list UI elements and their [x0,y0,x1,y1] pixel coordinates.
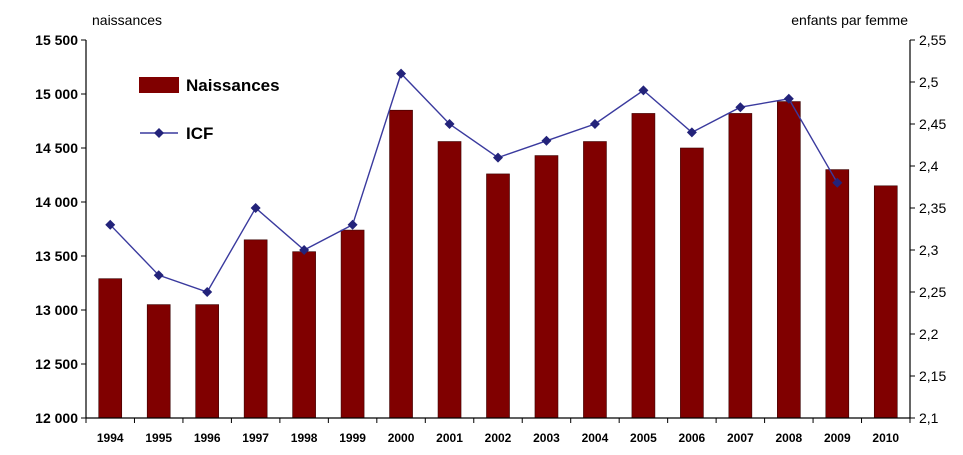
x-tick-label: 1996 [194,431,221,445]
right-tick-label: 2,3 [919,242,939,258]
bar-naissances [486,173,510,419]
bar-naissances [873,185,898,419]
left-tick-label: 13 000 [35,302,78,318]
left-tick-label: 14 000 [35,194,78,210]
x-tick-label: 2009 [824,431,851,445]
bar-naissances [98,278,123,419]
x-tick-label: 2005 [630,431,657,445]
right-tick-label: 2,25 [919,284,946,300]
series-line-icf [109,72,838,293]
left-tick-label: 15 000 [35,86,78,102]
point-icf [783,93,794,104]
right-tick-label: 2,4 [919,158,939,174]
bar-naissances [825,169,850,419]
x-tick-label: 2010 [872,431,899,445]
x-tick-label: 1997 [242,431,269,445]
x-tick-label: 2001 [436,431,463,445]
bar-naissances [728,113,753,419]
x-tick-label: 1998 [291,431,318,445]
point-icf [444,119,455,129]
bar-naissances [437,141,462,419]
point-icf [105,219,116,230]
x-tick-label: 1999 [339,431,366,445]
left-tick-label: 12 000 [35,410,78,426]
left-tick-label: 15 500 [35,32,78,48]
x-tick-label: 2000 [388,431,415,445]
point-icf [493,152,503,163]
bar-naissances [340,229,365,419]
point-icf [638,85,649,96]
right-tick-label: 2,35 [919,200,946,216]
x-tick-label: 2003 [533,431,560,445]
bar-naissances [243,239,268,419]
legend-label-naissances: Naissances [186,76,280,95]
right-axis-title: enfants par femme [791,12,908,28]
x-tick-label: 1995 [145,431,172,445]
x-tick-label: 1994 [97,431,124,445]
right-tick-label: 2,5 [919,74,939,90]
legend-marker-icf [154,128,164,138]
point-icf [299,245,310,255]
x-tick-label: 2008 [775,431,802,445]
bar-naissances [583,141,607,419]
bar-naissances [146,304,171,419]
bar-naissances [631,113,656,419]
x-tick-label: 2007 [727,431,754,445]
x-tick-label: 2004 [582,431,609,445]
point-icf [541,135,552,146]
legend: Naissances ICF [139,76,280,143]
bar-naissances [195,304,219,419]
bar-naissances [534,155,559,419]
bar-naissances [389,109,413,419]
left-tick-label: 13 500 [35,248,78,264]
x-tick-label: 2006 [679,431,706,445]
legend-label-icf: ICF [186,124,213,143]
right-tick-label: 2,55 [919,32,946,48]
point-icf [832,177,843,188]
right-tick-label: 2,45 [919,116,946,132]
left-tick-label: 14 500 [35,140,78,156]
point-icf [153,270,164,281]
point-icf [735,102,746,113]
point-icf [347,219,358,230]
right-tick-label: 2,2 [919,326,939,342]
point-icf [202,287,213,297]
legend-swatch-naissances [139,77,179,93]
right-tick-label: 2,1 [919,410,939,426]
x-tick-label: 2002 [485,431,512,445]
right-tick-label: 2,15 [919,368,946,384]
left-tick-label: 12 500 [35,356,78,372]
left-axis-title: naissances [92,12,162,28]
point-icf [589,119,600,129]
point-icf [686,127,697,138]
bar-naissances [680,147,704,419]
point-icf [396,68,407,79]
bar-naissances [292,251,316,419]
bar-naissances [777,101,801,419]
point-icf [250,203,261,213]
